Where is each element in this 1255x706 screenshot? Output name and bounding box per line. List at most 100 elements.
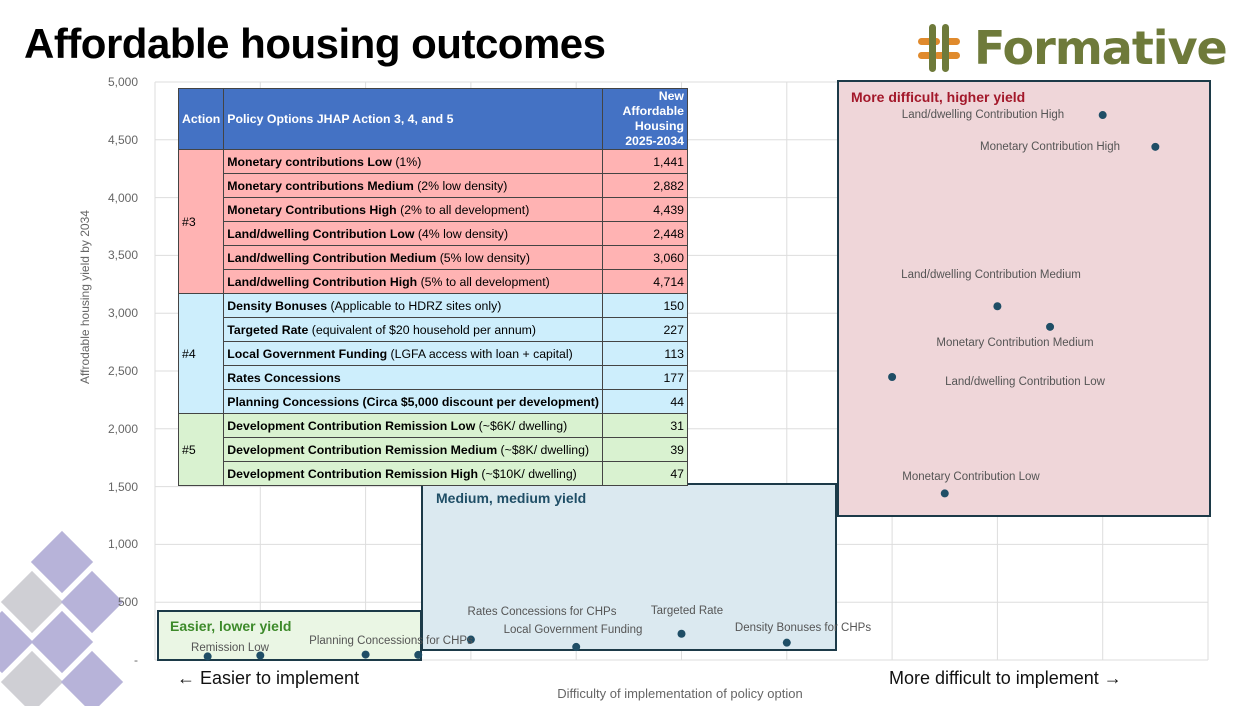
table-row: Land/dwelling Contribution Low (4% low d… bbox=[179, 221, 688, 246]
point-label: Monetary Contribution Low bbox=[902, 471, 1040, 483]
value-cell: 31 bbox=[602, 413, 688, 438]
value-cell: 2,882 bbox=[602, 173, 688, 198]
table-row: #3 Monetary contributions Low (1%) 1,441 bbox=[177, 149, 688, 294]
table-row: Development Contribution Remission High … bbox=[179, 461, 688, 486]
point-label: Monetary Contribution Medium bbox=[936, 337, 1094, 349]
data-point bbox=[782, 638, 791, 647]
value-cell: 44 bbox=[602, 389, 688, 414]
policy-note: (equivalent of $20 household per annum) bbox=[308, 322, 537, 337]
table-row: Monetary contributions Medium (2% low de… bbox=[179, 173, 688, 198]
action-cell: #4 bbox=[177, 293, 225, 414]
policy-cell: Development Contribution Remission Mediu… bbox=[223, 437, 604, 462]
policy-name: Targeted Rate bbox=[227, 322, 309, 337]
policy-cell: Planning Concessions (Circa $5,000 disco… bbox=[223, 389, 604, 414]
policy-name: Rates Concessions bbox=[227, 370, 341, 385]
y-tick-label: 4,500 bbox=[107, 132, 138, 147]
policy-note: (~$6K/ dwelling) bbox=[475, 418, 568, 433]
policy-name: Monetary contributions Medium bbox=[227, 178, 414, 193]
y-tick-label: 500 bbox=[117, 595, 138, 610]
x-axis-label: Difficulty of implementation of policy o… bbox=[557, 686, 803, 701]
policy-cell: Density Bonuses (Applicable to HDRZ site… bbox=[223, 293, 604, 318]
policy-cell: Land/dwelling Contribution High (5% to a… bbox=[223, 269, 604, 294]
y-tick-label: 2,000 bbox=[107, 421, 138, 436]
value-cell: 1,441 bbox=[602, 149, 688, 174]
policy-cell: Local Government Funding (LGFA access wi… bbox=[223, 341, 604, 366]
policy-note: (2% low density) bbox=[413, 178, 508, 193]
data-point bbox=[256, 651, 265, 660]
x-hint-right: More difficult to implement → bbox=[889, 668, 1122, 688]
policy-cell: Rates Concessions bbox=[223, 365, 604, 390]
policy-note: (2% to all development) bbox=[396, 202, 530, 217]
policy-cell: Monetary contributions Low (1%) bbox=[223, 149, 604, 174]
zone-medium-title: Medium, medium yield bbox=[436, 490, 587, 506]
data-point bbox=[888, 373, 897, 382]
point-label: Land/dwelling Contribution Low bbox=[945, 376, 1105, 388]
policy-cell: Monetary Contributions High (2% to all d… bbox=[223, 197, 604, 222]
policy-note: (~$10K/ dwelling) bbox=[478, 466, 577, 481]
policy-name: Land/dwelling Contribution Medium bbox=[227, 250, 437, 265]
value-cell: 113 bbox=[602, 341, 688, 366]
data-point bbox=[361, 650, 370, 659]
policy-cell: Development Contribution Remission High … bbox=[223, 461, 604, 486]
zone-difficult: More difficult, higher yield bbox=[837, 80, 1211, 517]
action-cell: #5 bbox=[177, 413, 225, 486]
policy-name: Land/dwelling Contribution High bbox=[227, 274, 418, 289]
data-point bbox=[677, 629, 686, 638]
point-label: Land/dwelling Contribution High bbox=[901, 109, 1065, 121]
policy-cell: Land/dwelling Contribution Low (4% low d… bbox=[223, 221, 604, 246]
header-action: Action bbox=[177, 88, 225, 150]
policy-name: Density Bonuses bbox=[227, 298, 328, 313]
table-row: Land/dwelling Contribution High (5% to a… bbox=[179, 269, 688, 294]
y-tick-label: - bbox=[134, 653, 138, 667]
table-row: Rates Concessions 177 bbox=[179, 365, 688, 390]
data-point bbox=[572, 642, 581, 651]
x-hint-left: ← Easier to implement bbox=[177, 668, 360, 688]
point-label: Targeted Rate bbox=[650, 605, 724, 617]
action-cell: #3 bbox=[177, 149, 225, 294]
value-cell: 150 bbox=[602, 293, 688, 318]
y-tick-label: 1,000 bbox=[107, 537, 138, 552]
point-label: Density Bonuses for CHPs bbox=[734, 622, 872, 634]
table-row: Targeted Rate (equivalent of $20 househo… bbox=[179, 317, 688, 342]
value-cell: 47 bbox=[602, 461, 688, 486]
policy-name: Local Government Funding bbox=[227, 346, 388, 361]
policy-name: Land/dwelling Contribution Low bbox=[227, 226, 415, 241]
page-title: Affordable housing outcomes bbox=[24, 20, 606, 67]
table-row: Local Government Funding (LGFA access wi… bbox=[179, 341, 688, 366]
policy-table: Action Policy Options JHAP Action 3, 4, … bbox=[177, 88, 688, 486]
logo-text: Formative bbox=[974, 21, 1228, 75]
value-cell: 4,714 bbox=[602, 269, 688, 294]
policy-name: Planning Concessions (Circa $5,000 disco… bbox=[227, 394, 600, 409]
value-cell: 177 bbox=[602, 365, 688, 390]
zone-easier: Easier, lower yield bbox=[157, 610, 422, 661]
zone-medium: Medium, medium yield bbox=[421, 483, 837, 651]
policy-note: (Applicable to HDRZ sites only) bbox=[327, 298, 502, 313]
value-cell: 227 bbox=[602, 317, 688, 342]
table-row: Monetary Contributions High (2% to all d… bbox=[179, 197, 688, 222]
y-tick-label: 2,500 bbox=[107, 364, 138, 378]
value-cell: 39 bbox=[602, 437, 688, 462]
data-point bbox=[940, 489, 949, 498]
header-policy: Policy Options JHAP Action 3, 4, and 5 bbox=[223, 88, 604, 150]
y-tick-label: 5,000 bbox=[107, 75, 138, 89]
data-point bbox=[203, 652, 212, 661]
point-label: Planning Concessions for CHPs bbox=[309, 635, 473, 647]
point-label: Remission Low bbox=[191, 642, 269, 654]
policy-note: (5% to all development) bbox=[417, 274, 550, 289]
policy-note: (5% low density) bbox=[436, 250, 530, 265]
table-row: #4 Density Bonuses (Applicable to HDRZ si… bbox=[177, 293, 688, 414]
policy-cell: Monetary contributions Medium (2% low de… bbox=[223, 173, 604, 198]
policy-cell: Land/dwelling Contribution Medium (5% lo… bbox=[223, 245, 604, 270]
header-value: New Affordable Housing 2025-2034 bbox=[602, 88, 688, 150]
y-tick-label: 1,500 bbox=[107, 479, 138, 494]
y-tick-label: 3,500 bbox=[107, 248, 138, 263]
policy-note: (4% low density) bbox=[414, 226, 509, 241]
table-row: Planning Concessions (Circa $5,000 disco… bbox=[179, 389, 688, 414]
data-point bbox=[993, 302, 1002, 311]
policy-note: (LGFA access with loan + capital) bbox=[387, 346, 573, 361]
policy-cell: Development Contribution Remission Low (… bbox=[223, 413, 604, 438]
value-cell: 2,448 bbox=[602, 221, 688, 246]
y-tick-label: 4,000 bbox=[107, 190, 138, 205]
point-label: Monetary Contribution High bbox=[980, 141, 1120, 153]
